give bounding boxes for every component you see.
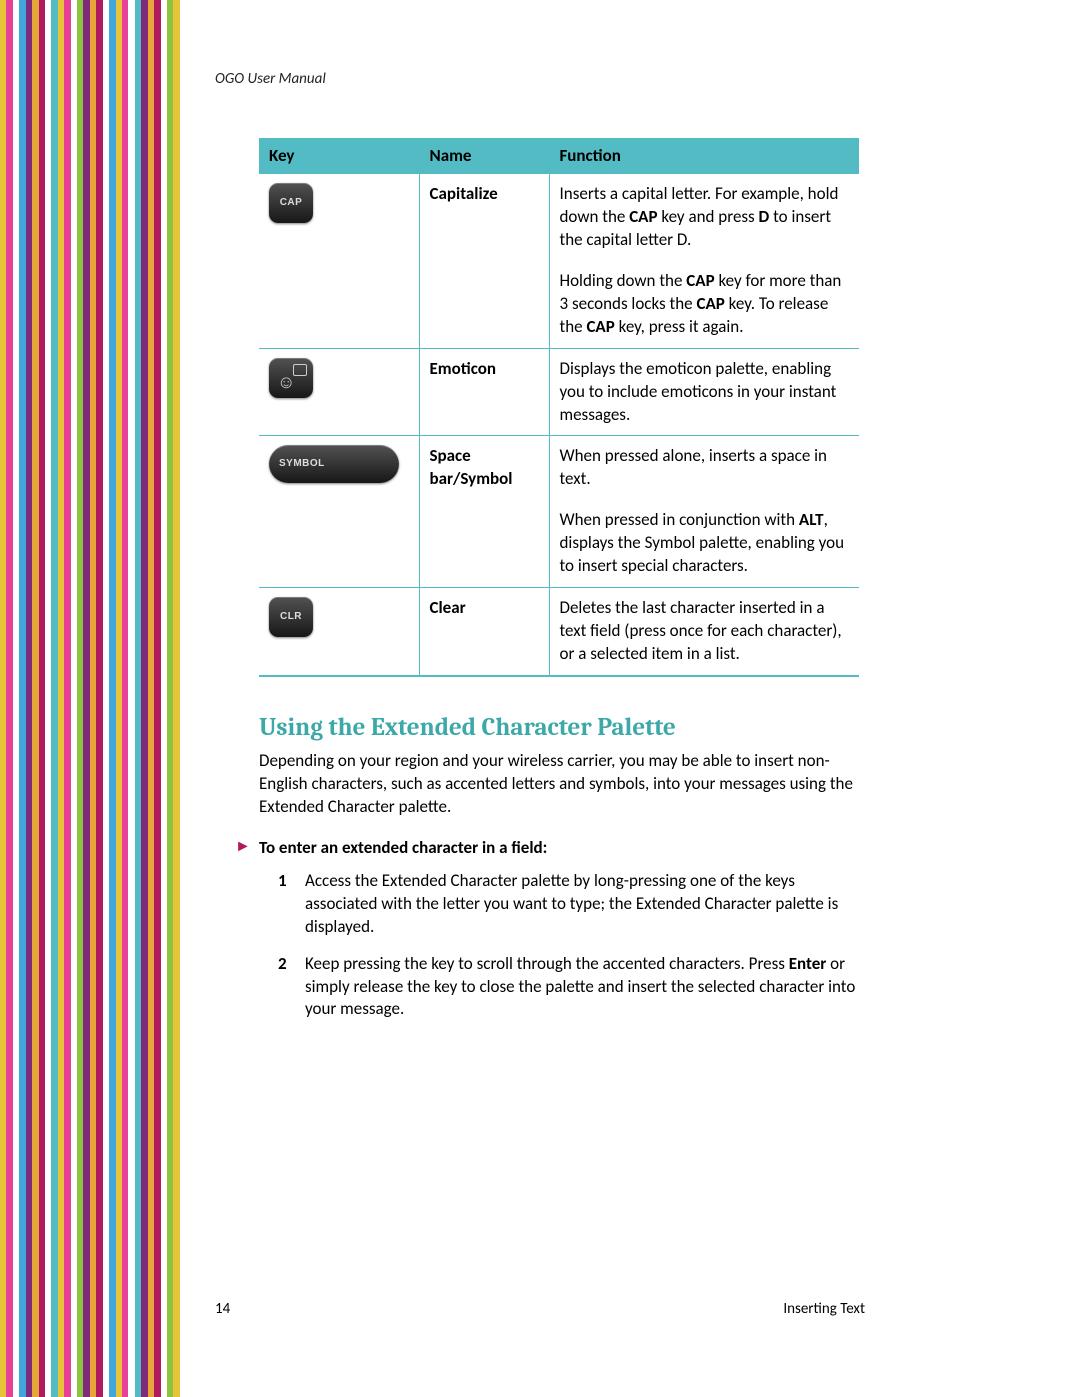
cell-key: CAP <box>259 174 419 261</box>
cell-name: Space bar/Symbol <box>419 436 549 500</box>
clr-key-icon: CLR <box>269 597 313 637</box>
emoticon-key-icon <box>269 358 313 398</box>
table-row: EmoticonDisplays the emoticon palette, e… <box>259 348 859 436</box>
key-table: Key Name Function CAP CapitalizeInserts a… <box>259 138 859 677</box>
cell-function: When pressed alone, inserts a space in t… <box>549 436 859 500</box>
cell-function: Deletes the last character inserted in a… <box>549 588 859 676</box>
table-row: When pressed in conjunction with ALT, di… <box>259 500 859 587</box>
cell-function: Holding down the CAP key for more than 3… <box>549 261 859 348</box>
cell-name: Emoticon <box>419 348 549 436</box>
table-row: CLR ClearDeletes the last character inser… <box>259 588 859 676</box>
cell-key: SYMBOL <box>259 436 419 500</box>
side-stripes <box>0 0 180 1397</box>
cell-key: CLR <box>259 588 419 676</box>
table-header-row: Key Name Function <box>259 138 859 174</box>
table-body: CAP CapitalizeInserts a capital letter. F… <box>259 174 859 676</box>
cell-key <box>259 500 419 587</box>
step-number: 1 <box>278 870 287 893</box>
cell-key <box>259 348 419 436</box>
instruction-heading: To enter an extended character in a fiel… <box>259 837 1055 858</box>
cell-function: Inserts a capital letter. For example, h… <box>549 174 859 261</box>
steps-list: 1Access the Extended Character palette b… <box>285 870 860 1022</box>
page-content: OGO User Manual Key Name Function CAP Cap… <box>215 70 1055 1035</box>
step-number: 2 <box>278 953 287 976</box>
page-footer: 14 Inserting Text <box>215 1300 865 1318</box>
cell-name: Clear <box>419 588 549 676</box>
th-name: Name <box>419 138 549 174</box>
th-key: Key <box>259 138 419 174</box>
symbol-key-icon: SYMBOL <box>269 445 399 483</box>
cell-function: Displays the emoticon palette, enabling … <box>549 348 859 436</box>
cell-function: When pressed in conjunction with ALT, di… <box>549 500 859 587</box>
table-row: SYMBOL Space bar/SymbolWhen pressed alone… <box>259 436 859 500</box>
cell-key <box>259 261 419 348</box>
stripe <box>173 0 179 1397</box>
section-paragraph: Depending on your region and your wirele… <box>259 750 859 819</box>
section-heading: Using the Extended Character Palette <box>259 713 1055 742</box>
footer-section: Inserting Text <box>783 1300 865 1318</box>
page-number: 14 <box>215 1300 230 1318</box>
step-item: 2Keep pressing the key to scroll through… <box>285 953 860 1022</box>
th-function: Function <box>549 138 859 174</box>
doc-header: OGO User Manual <box>215 70 1055 88</box>
cell-name <box>419 261 549 348</box>
table-row: CAP CapitalizeInserts a capital letter. F… <box>259 174 859 261</box>
cap-key-icon: CAP <box>269 183 313 223</box>
cell-name <box>419 500 549 587</box>
step-item: 1Access the Extended Character palette b… <box>285 870 860 939</box>
cell-name: Capitalize <box>419 174 549 261</box>
table-row: Holding down the CAP key for more than 3… <box>259 261 859 348</box>
